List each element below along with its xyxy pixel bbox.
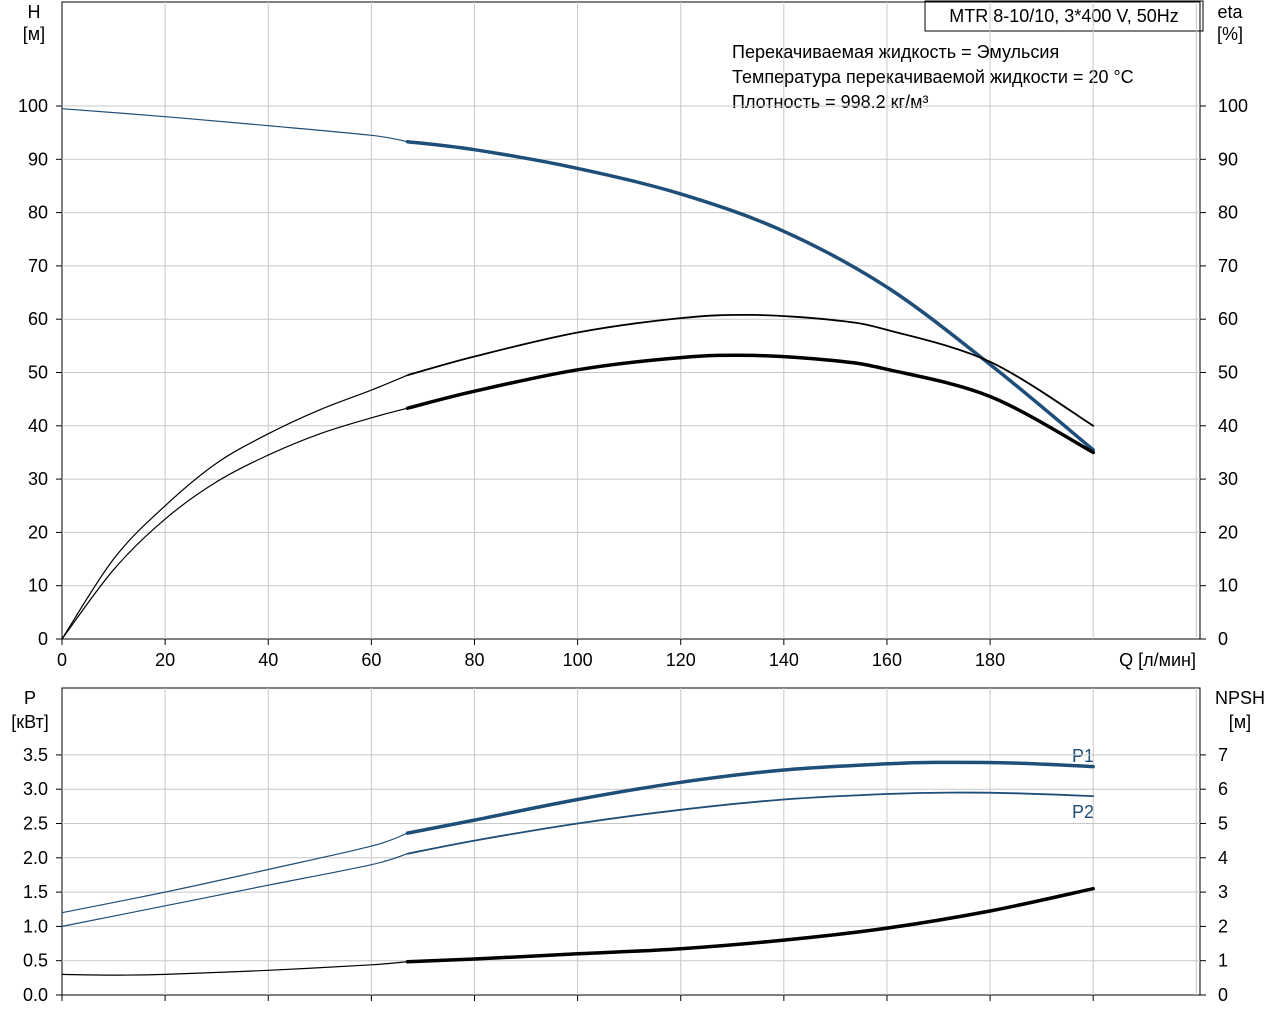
x-tick-label: 180 (975, 650, 1005, 670)
y-tick-label-right: 2 (1218, 916, 1228, 936)
y-tick-label-right: 5 (1218, 814, 1228, 834)
info-line-fluid: Перекачиваемая жидкость = Эмульсия (732, 42, 1059, 62)
y-tick-label-right: 30 (1218, 469, 1238, 489)
y-tick-label-left: 30 (28, 469, 48, 489)
y-tick-label-left: 10 (28, 576, 48, 596)
y-tick-label-left: 2.0 (23, 848, 48, 868)
curves-layer (61, 108, 1095, 976)
y-tick-label-right: 80 (1218, 203, 1238, 223)
y-tick-label-left: 40 (28, 416, 48, 436)
title-box: MTR 8-10/10, 3*400 V, 50Hz (924, 0, 1204, 32)
y-tick-label-right: 50 (1218, 363, 1238, 383)
curve-p2-bold (406, 791, 1095, 855)
y-tick-label-right: 10 (1218, 576, 1238, 596)
info-line-temperature: Температура перекачиваемой жидкости = 20… (732, 67, 1134, 87)
info-line-density: Плотность = 998.2 кг/м³ (732, 92, 928, 112)
y-axis-title-npsh: NPSH (1215, 688, 1265, 708)
y-tick-label-right: 0 (1218, 629, 1228, 649)
x-axis-title-q: Q [л/мин] (1119, 650, 1196, 670)
y-tick-label-right: 3 (1218, 882, 1228, 902)
y-tick-label-left: 2.5 (23, 814, 48, 834)
curve-label-p2: P2 (1072, 802, 1094, 822)
y-tick-label-right: 60 (1218, 309, 1238, 329)
curve-npsh-bold (405, 886, 1095, 964)
curve-h-bold (405, 139, 1095, 452)
curve-eta-bold (406, 313, 1095, 427)
y-axis-unit-npsh: [м] (1229, 712, 1251, 732)
x-tick-label: 40 (258, 650, 278, 670)
y-tick-label-left: 50 (28, 363, 48, 383)
bottom-panel-grid (56, 687, 1206, 1001)
curve-h-thin (61, 108, 408, 143)
y-tick-label-right: 4 (1218, 848, 1228, 868)
x-tick-label: 120 (666, 650, 696, 670)
curve-npsh-thin (61, 961, 408, 976)
curve-eta_e-bold (405, 353, 1095, 455)
y-axis-unit-eta: [%] (1217, 24, 1243, 44)
curve-p2-thin (61, 853, 408, 927)
y-tick-label-left: 0 (38, 629, 48, 649)
curve-p1-thin (61, 832, 408, 914)
y-axis-title-eta: eta (1217, 2, 1243, 22)
top-panel-grid (56, 1, 1206, 645)
bottom-plot-frame (61, 687, 1201, 996)
y-tick-label-left: 1.5 (23, 882, 48, 902)
y-tick-label-left: 1.0 (23, 916, 48, 936)
y-tick-label-left: 100 (18, 96, 48, 116)
y-tick-label-left: 0.5 (23, 951, 48, 971)
x-tick-label: 0 (57, 650, 67, 670)
y-tick-label-left: 3.0 (23, 779, 48, 799)
x-tick-label: 100 (563, 650, 593, 670)
x-tick-label: 80 (464, 650, 484, 670)
x-tick-label: 20 (155, 650, 175, 670)
curve-eta-thin (61, 374, 408, 640)
y-tick-label-left: 3.5 (23, 745, 48, 765)
chart-title: MTR 8-10/10, 3*400 V, 50Hz (949, 6, 1178, 26)
y-tick-label-left: 0.0 (23, 985, 48, 1005)
y-tick-label-right: 7 (1218, 745, 1228, 765)
x-tick-label: 60 (361, 650, 381, 670)
curve-label-p1: P1 (1072, 746, 1094, 766)
x-tick-label: 140 (769, 650, 799, 670)
y-tick-label-right: 20 (1218, 522, 1238, 542)
y-tick-label-right: 90 (1218, 149, 1238, 169)
y-axis-title-p: P (24, 688, 36, 708)
y-tick-label-right: 1 (1218, 951, 1228, 971)
y-axis-title-h: H (28, 2, 41, 22)
x-tick-label: 160 (872, 650, 902, 670)
curve-eta_e-thin (61, 407, 408, 640)
y-tick-label-right: 70 (1218, 256, 1238, 276)
y-tick-label-right: 40 (1218, 416, 1238, 436)
y-tick-label-left: 70 (28, 256, 48, 276)
y-tick-label-right: 6 (1218, 779, 1228, 799)
curve-p1-bold (405, 760, 1095, 835)
y-tick-label-right: 100 (1218, 96, 1248, 116)
y-tick-label-left: 20 (28, 522, 48, 542)
top-plot-frame (61, 1, 1201, 640)
y-axis-unit-p: [кВт] (11, 712, 49, 732)
y-tick-label-left: 80 (28, 203, 48, 223)
y-tick-label-left: 90 (28, 149, 48, 169)
y-tick-label-left: 60 (28, 309, 48, 329)
y-axis-unit-h: [м] (23, 24, 45, 44)
y-tick-label-right: 0 (1218, 985, 1228, 1005)
